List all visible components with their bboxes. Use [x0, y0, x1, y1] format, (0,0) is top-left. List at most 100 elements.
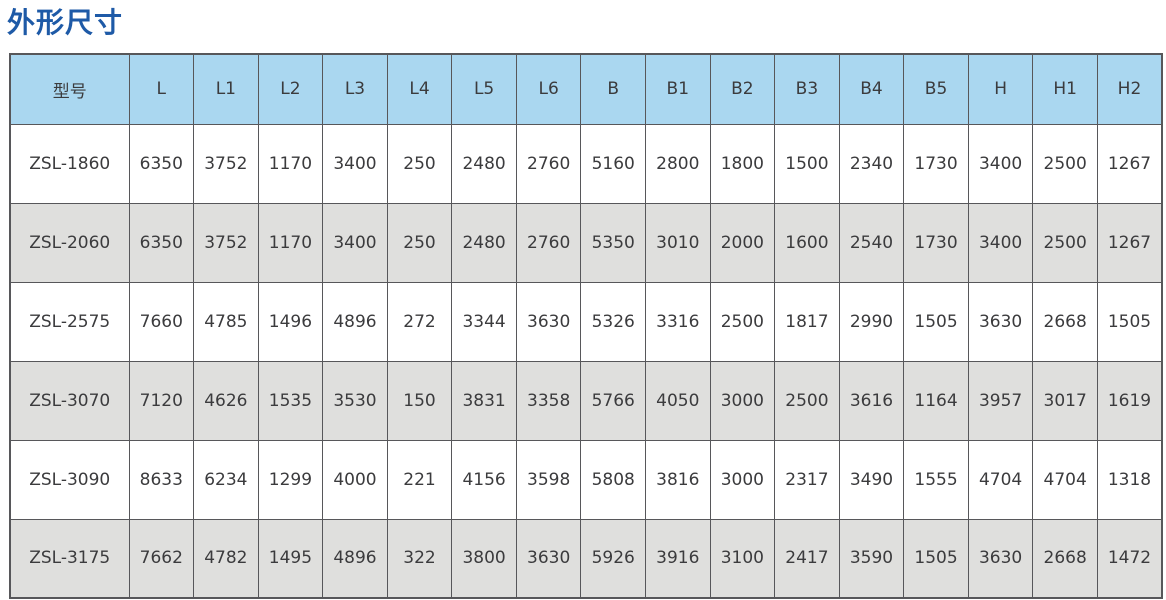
- value-cell: 3630: [967, 518, 1034, 599]
- value-cell: 5808: [580, 439, 646, 520]
- value-cell: 2540: [838, 202, 905, 283]
- value-cell: 1730: [903, 123, 969, 204]
- value-cell: 1267: [1096, 202, 1163, 283]
- table-header: 型号 L L1 L2 L3 L4 L5 L6 B B1 B2 B3 B4 B5 H H1 H2: [9, 53, 1163, 125]
- value-cell: 5350: [580, 202, 646, 283]
- table-row: ZSL-1860 6350 3752 1170 3400 250 2480 2760 5160 2…: [9, 123, 1163, 204]
- value-cell: 2990: [838, 281, 905, 362]
- value-cell: 1619: [1096, 360, 1163, 441]
- column-header: H1: [1032, 53, 1098, 125]
- value-cell: 4896: [322, 518, 388, 599]
- table-row: ZSL-3090 8633 6234 1299 4000 221 4156 3598 5808 3…: [9, 439, 1163, 520]
- value-cell: 250: [386, 123, 453, 204]
- value-cell: 3100: [709, 518, 776, 599]
- value-cell: 6234: [193, 439, 259, 520]
- model-cell: ZSL-1860: [9, 123, 130, 204]
- value-cell: 3752: [193, 202, 259, 283]
- column-header: B4: [838, 53, 905, 125]
- value-cell: 4050: [645, 360, 711, 441]
- value-cell: 4000: [322, 439, 388, 520]
- value-cell: 1170: [257, 202, 324, 283]
- column-header: B5: [903, 53, 969, 125]
- table-row: ZSL-3070 7120 4626 1535 3530 150 3831 3358 5766 4…: [9, 360, 1163, 441]
- value-cell: 3831: [451, 360, 517, 441]
- value-cell: 2340: [838, 123, 905, 204]
- value-cell: 1505: [903, 518, 969, 599]
- value-cell: 4785: [193, 281, 259, 362]
- value-cell: 1600: [774, 202, 840, 283]
- model-cell: ZSL-2575: [9, 281, 130, 362]
- column-header: L2: [257, 53, 324, 125]
- value-cell: 2000: [709, 202, 776, 283]
- value-cell: 3598: [515, 439, 582, 520]
- value-cell: 250: [386, 202, 453, 283]
- value-cell: 1267: [1096, 123, 1163, 204]
- value-cell: 1318: [1096, 439, 1163, 520]
- table-row: ZSL-3175 7662 4782 1495 4896 322 3800 3630 5926 3…: [9, 518, 1163, 599]
- value-cell: 1505: [1096, 281, 1163, 362]
- value-cell: 322: [386, 518, 453, 599]
- value-cell: 1164: [903, 360, 969, 441]
- value-cell: 3400: [322, 123, 388, 204]
- model-cell: ZSL-3175: [9, 518, 130, 599]
- value-cell: 3630: [967, 281, 1034, 362]
- column-header: L5: [451, 53, 517, 125]
- value-cell: 5766: [580, 360, 646, 441]
- value-cell: 2668: [1032, 518, 1098, 599]
- value-cell: 150: [386, 360, 453, 441]
- value-cell: 3000: [709, 439, 776, 520]
- value-cell: 4896: [322, 281, 388, 362]
- column-header: B3: [774, 53, 840, 125]
- column-header: B: [580, 53, 646, 125]
- value-cell: 3530: [322, 360, 388, 441]
- column-header: H2: [1096, 53, 1163, 125]
- value-cell: 6350: [128, 123, 195, 204]
- value-cell: 1800: [709, 123, 776, 204]
- value-cell: 4704: [967, 439, 1034, 520]
- value-cell: 2668: [1032, 281, 1098, 362]
- model-cell: ZSL-2060: [9, 202, 130, 283]
- value-cell: 3344: [451, 281, 517, 362]
- value-cell: 1472: [1096, 518, 1163, 599]
- value-cell: 1817: [774, 281, 840, 362]
- value-cell: 3630: [515, 518, 582, 599]
- value-cell: 7120: [128, 360, 195, 441]
- value-cell: 7662: [128, 518, 195, 599]
- value-cell: 2800: [645, 123, 711, 204]
- value-cell: 2480: [451, 123, 517, 204]
- value-cell: 1299: [257, 439, 324, 520]
- column-header: B1: [645, 53, 711, 125]
- value-cell: 4626: [193, 360, 259, 441]
- value-cell: 4782: [193, 518, 259, 599]
- column-header: L3: [322, 53, 388, 125]
- value-cell: 8633: [128, 439, 195, 520]
- value-cell: 3816: [645, 439, 711, 520]
- table-body: ZSL-1860 6350 3752 1170 3400 250 2480 2760 5160 2…: [9, 123, 1163, 599]
- value-cell: 1505: [903, 281, 969, 362]
- model-cell: ZSL-3090: [9, 439, 130, 520]
- column-header: L1: [193, 53, 259, 125]
- value-cell: 3010: [645, 202, 711, 283]
- value-cell: 1535: [257, 360, 324, 441]
- value-cell: 2317: [774, 439, 840, 520]
- value-cell: 2500: [1032, 123, 1098, 204]
- column-header: L4: [386, 53, 453, 125]
- value-cell: 3400: [967, 123, 1034, 204]
- value-cell: 6350: [128, 202, 195, 283]
- value-cell: 5326: [580, 281, 646, 362]
- value-cell: 3752: [193, 123, 259, 204]
- model-cell: ZSL-3070: [9, 360, 130, 441]
- value-cell: 4704: [1032, 439, 1098, 520]
- value-cell: 1555: [903, 439, 969, 520]
- value-cell: 2500: [709, 281, 776, 362]
- value-cell: 2760: [515, 123, 582, 204]
- value-cell: 3490: [838, 439, 905, 520]
- page-title: 外形尺寸: [7, 6, 124, 39]
- value-cell: 3616: [838, 360, 905, 441]
- value-cell: 4156: [451, 439, 517, 520]
- value-cell: 3630: [515, 281, 582, 362]
- value-cell: 3316: [645, 281, 711, 362]
- value-cell: 7660: [128, 281, 195, 362]
- value-cell: 5160: [580, 123, 646, 204]
